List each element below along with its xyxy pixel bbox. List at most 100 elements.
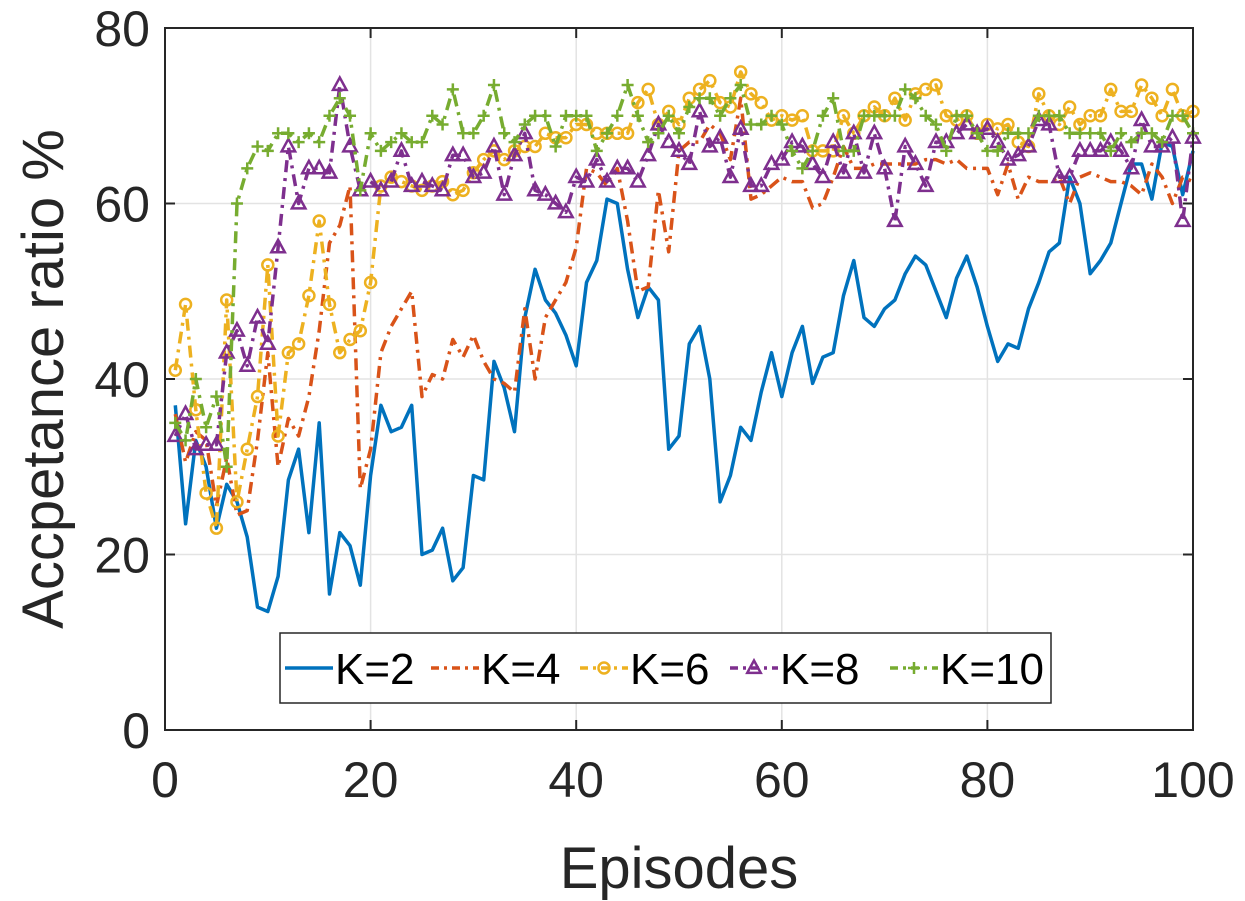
data-point-k8 <box>300 158 318 175</box>
data-point-k6 <box>178 297 193 312</box>
data-point-k8 <box>1173 210 1192 228</box>
data-point-k8 <box>865 123 884 140</box>
data-point-k8 <box>916 175 935 193</box>
data-point-k10 <box>960 109 973 122</box>
data-point-k8 <box>1060 167 1079 184</box>
data-point-k10 <box>693 92 706 105</box>
x-tick-label: 20 <box>343 752 399 808</box>
data-point-k10 <box>457 127 470 140</box>
data-point-k10 <box>652 127 665 140</box>
data-point-k10 <box>385 136 398 149</box>
data-point-k8 <box>392 140 411 157</box>
data-point-k6 <box>559 130 573 145</box>
x-axis-title: Episodes <box>560 836 799 901</box>
data-point-k6 <box>456 183 470 198</box>
data-point-k6 <box>261 258 275 272</box>
data-point-k6 <box>291 337 306 351</box>
tick-labels: 0 20 40 60 80 100 0 20 40 60 80 <box>94 1 1234 808</box>
data-point-k10 <box>1012 127 1025 140</box>
data-point-k8 <box>957 114 976 131</box>
data-point-k8 <box>1050 167 1069 184</box>
x-tick-label: 60 <box>754 752 810 808</box>
data-point-k10 <box>930 118 942 131</box>
data-point-k8 <box>536 184 555 201</box>
legend-marker-k10 <box>908 662 920 674</box>
data-point-k6 <box>168 363 183 377</box>
data-point-k10 <box>1166 109 1179 122</box>
data-point-k10 <box>744 118 757 131</box>
data-point-k6 <box>230 495 244 509</box>
data-point-k10 <box>1145 127 1158 140</box>
data-point-k8 <box>577 171 596 188</box>
data-point-k6 <box>641 82 655 97</box>
data-point-k8 <box>1091 140 1110 157</box>
data-point-k8 <box>978 118 997 136</box>
data-point-k6 <box>929 78 943 92</box>
y-tick-label: 80 <box>94 1 150 57</box>
data-point-k10 <box>570 109 583 122</box>
legend-label-k8: K=8 <box>780 645 860 694</box>
data-point-k8 <box>258 333 277 351</box>
data-point-k8 <box>248 307 267 324</box>
data-point-k10 <box>673 127 685 140</box>
data-point-k8 <box>670 140 688 157</box>
data-point-k10 <box>477 109 490 122</box>
data-point-k10 <box>971 127 984 140</box>
data-point-k8 <box>927 131 945 149</box>
data-point-k8 <box>320 162 339 179</box>
data-point-k8 <box>228 320 246 337</box>
data-point-k8 <box>803 153 822 171</box>
data-point-k6 <box>836 109 851 123</box>
data-point-k8 <box>598 171 616 188</box>
x-tick-label: 100 <box>1151 752 1234 808</box>
data-point-k10 <box>899 83 912 96</box>
data-point-k10 <box>302 127 315 140</box>
data-point-k10 <box>344 109 357 122</box>
data-point-k8 <box>485 136 503 153</box>
data-point-k10 <box>888 109 901 122</box>
data-point-k8 <box>886 210 904 228</box>
data-point-k8 <box>505 145 524 162</box>
data-point-k10 <box>611 109 624 122</box>
data-point-k10 <box>796 162 809 175</box>
data-point-k10 <box>1053 109 1066 122</box>
data-point-k8 <box>557 202 575 219</box>
legend-box <box>279 632 1052 704</box>
data-point-k6 <box>1032 87 1046 101</box>
data-point-k10 <box>1125 136 1138 149</box>
data-point-k10 <box>518 118 531 131</box>
data-point-k6 <box>312 214 326 228</box>
data-point-k10 <box>1156 136 1169 149</box>
data-point-k10 <box>1022 127 1035 140</box>
data-point-k10 <box>601 127 614 140</box>
data-point-k8 <box>269 237 287 254</box>
data-point-k10 <box>683 100 696 113</box>
data-point-k8 <box>1009 145 1028 162</box>
data-point-k8 <box>608 158 627 175</box>
data-point-k10 <box>580 109 593 122</box>
data-point-k6 <box>250 389 265 404</box>
data-point-k6 <box>199 486 213 500</box>
data-point-k10 <box>220 460 233 473</box>
data-point-k6 <box>322 297 337 312</box>
data-point-k10 <box>765 109 778 122</box>
data-point-k8 <box>587 149 606 166</box>
data-point-k8 <box>197 434 215 451</box>
series-k4 <box>173 96 1194 517</box>
data-point-k6 <box>733 65 748 79</box>
data-point-k8 <box>772 149 791 166</box>
data-point-k10 <box>1104 144 1117 157</box>
data-point-k10 <box>539 109 552 122</box>
data-point-k10 <box>1001 127 1014 140</box>
data-point-k10 <box>189 373 202 385</box>
legend-label-k4: K=4 <box>481 645 561 694</box>
data-point-k10 <box>508 136 521 149</box>
data-point-k6 <box>528 139 542 154</box>
data-point-k8 <box>1143 136 1161 153</box>
data-point-k10 <box>724 92 737 105</box>
data-point-k6 <box>744 87 758 101</box>
data-point-k10 <box>991 144 1004 157</box>
data-point-k8 <box>752 175 771 193</box>
data-point-k8 <box>1163 127 1182 144</box>
data-point-k8 <box>217 342 236 359</box>
